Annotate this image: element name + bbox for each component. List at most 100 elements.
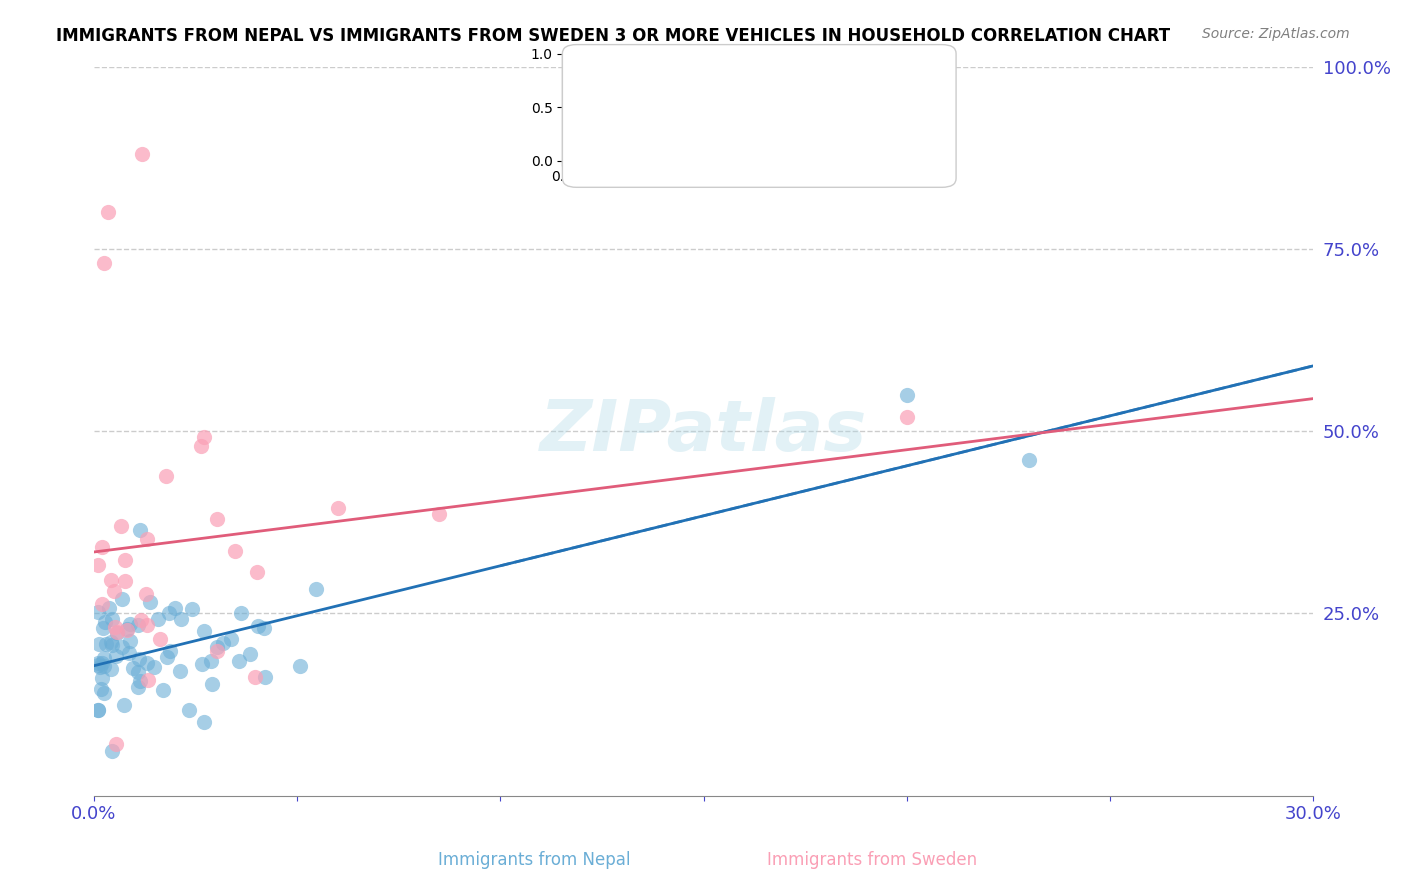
Immigrants from Nepal <box>139 595 162 609</box>
Immigrants from Nepal <box>146 612 169 626</box>
Bar <box>568 118 614 150</box>
Immigrants from Nepal <box>94 637 117 651</box>
Text: 0.189: 0.189 <box>681 125 731 143</box>
Immigrants from Nepal <box>193 624 215 638</box>
Immigrants from Nepal <box>219 632 242 646</box>
Immigrants from Nepal <box>91 656 114 670</box>
Immigrants from Nepal <box>118 646 141 660</box>
Immigrants from Nepal <box>181 602 204 616</box>
Immigrants from Nepal <box>127 618 149 632</box>
Immigrants from Nepal <box>229 607 252 621</box>
Immigrants from Nepal <box>120 617 142 632</box>
Text: 32: 32 <box>815 125 841 143</box>
Immigrants from Nepal <box>100 638 122 652</box>
Immigrants from Nepal <box>200 654 222 668</box>
Immigrants from Sweden <box>205 644 228 658</box>
Immigrants from Nepal <box>128 652 150 666</box>
Immigrants from Nepal <box>169 664 191 678</box>
Immigrants from Nepal <box>93 658 115 673</box>
Immigrants from Nepal <box>93 686 115 700</box>
Text: Source: ZipAtlas.com: Source: ZipAtlas.com <box>1202 27 1350 41</box>
Immigrants from Nepal <box>112 698 135 713</box>
Immigrants from Sweden <box>190 439 212 453</box>
Immigrants from Sweden <box>135 587 157 601</box>
Text: N =: N = <box>754 125 806 143</box>
Immigrants from Sweden <box>105 737 128 751</box>
Immigrants from Nepal <box>201 677 224 691</box>
Immigrants from Nepal <box>129 523 152 537</box>
Immigrants from Nepal <box>1018 453 1040 467</box>
Immigrants from Nepal <box>157 606 180 620</box>
Immigrants from Nepal <box>87 606 110 620</box>
Immigrants from Sweden <box>115 623 138 637</box>
Immigrants from Sweden <box>136 532 159 546</box>
Immigrants from Nepal <box>93 651 115 665</box>
Immigrants from Sweden <box>103 583 125 598</box>
Immigrants from Nepal <box>100 635 122 649</box>
Immigrants from Nepal <box>193 714 215 729</box>
Immigrants from Nepal <box>127 680 149 694</box>
Immigrants from Sweden <box>207 511 229 525</box>
Text: R =: R = <box>630 75 669 93</box>
Immigrants from Sweden <box>896 409 918 424</box>
Immigrants from Nepal <box>152 683 174 698</box>
Immigrants from Nepal <box>91 671 114 685</box>
Text: R =: R = <box>630 125 669 143</box>
Immigrants from Sweden <box>93 256 115 270</box>
Immigrants from Nepal <box>253 620 276 634</box>
Immigrants from Nepal <box>228 654 250 668</box>
Text: Immigrants from Nepal: Immigrants from Nepal <box>439 851 630 869</box>
Immigrants from Sweden <box>155 469 177 483</box>
Text: IMMIGRANTS FROM NEPAL VS IMMIGRANTS FROM SWEDEN 3 OR MORE VEHICLES IN HOUSEHOLD : IMMIGRANTS FROM NEPAL VS IMMIGRANTS FROM… <box>56 27 1170 45</box>
Immigrants from Nepal <box>105 649 128 664</box>
Immigrants from Nepal <box>89 659 111 673</box>
Immigrants from Nepal <box>143 659 166 673</box>
Immigrants from Nepal <box>87 637 110 651</box>
Immigrants from Sweden <box>149 632 172 646</box>
Immigrants from Nepal <box>87 703 110 717</box>
Immigrants from Nepal <box>94 615 117 629</box>
Immigrants from Nepal <box>118 633 141 648</box>
Immigrants from Sweden <box>100 574 122 588</box>
Immigrants from Nepal <box>110 592 132 607</box>
Immigrants from Sweden <box>429 507 451 521</box>
Immigrants from Nepal <box>179 703 201 717</box>
Text: ZIPatlas: ZIPatlas <box>540 397 868 466</box>
Text: N =: N = <box>754 75 806 93</box>
Immigrants from Nepal <box>100 612 122 626</box>
Immigrants from Nepal <box>170 612 193 626</box>
Immigrants from Nepal <box>117 622 139 636</box>
Immigrants from Sweden <box>245 566 267 580</box>
Immigrants from Sweden <box>243 670 266 684</box>
Text: 0.286: 0.286 <box>681 75 731 93</box>
Text: Immigrants from Sweden: Immigrants from Sweden <box>766 851 977 869</box>
Immigrants from Nepal <box>121 660 143 674</box>
Immigrants from Nepal <box>127 665 149 680</box>
Immigrants from Sweden <box>105 624 128 639</box>
Immigrants from Nepal <box>91 621 114 635</box>
Immigrants from Sweden <box>91 597 114 611</box>
Immigrants from Nepal <box>100 662 122 676</box>
Immigrants from Nepal <box>101 744 124 758</box>
Immigrants from Nepal <box>247 619 270 633</box>
Immigrants from Sweden <box>138 673 160 687</box>
Immigrants from Nepal <box>253 670 276 684</box>
Immigrants from Nepal <box>207 640 229 654</box>
Immigrants from Sweden <box>114 553 136 567</box>
Immigrants from Nepal <box>87 657 110 672</box>
Immigrants from Nepal <box>896 388 918 402</box>
Immigrants from Nepal <box>87 657 110 671</box>
Immigrants from Nepal <box>105 626 128 640</box>
Immigrants from Nepal <box>135 656 157 670</box>
Immigrants from Nepal <box>159 644 181 658</box>
Immigrants from Nepal <box>87 703 110 717</box>
Immigrants from Sweden <box>326 500 349 515</box>
Immigrants from Nepal <box>90 681 112 696</box>
Immigrants from Nepal <box>288 658 311 673</box>
Immigrants from Nepal <box>128 674 150 689</box>
Immigrants from Sweden <box>135 618 157 632</box>
Immigrants from Nepal <box>111 640 134 655</box>
Immigrants from Sweden <box>129 613 152 627</box>
Bar <box>568 66 614 98</box>
Immigrants from Sweden <box>87 558 110 572</box>
